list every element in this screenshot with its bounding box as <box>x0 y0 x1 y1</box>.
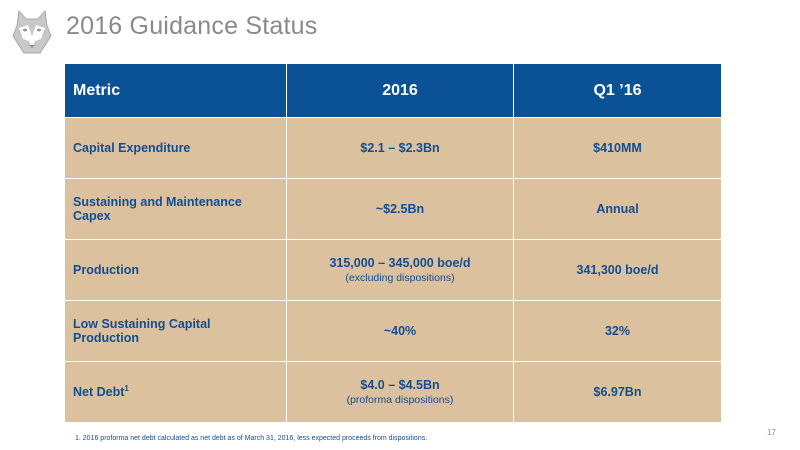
q1-cell: 32% <box>513 300 722 362</box>
guidance-cell: $2.1 – $2.3Bn <box>286 117 514 179</box>
guidance-cell: ~$2.5Bn <box>286 178 514 240</box>
metric-cell: Low Sustaining Capital Production <box>64 300 287 362</box>
table-row: Sustaining and Maintenance Capex ~$2.5Bn… <box>64 178 722 240</box>
guidance-cell: $4.0 – $4.5Bn (proforma dispositions) <box>286 361 514 423</box>
guidance-value: $4.0 – $4.5Bn <box>360 378 440 392</box>
metric-cell: Capital Expenditure <box>64 117 287 179</box>
guidance-cell: 315,000 – 345,000 boe/d (excluding dispo… <box>286 239 514 301</box>
column-header-metric: Metric <box>64 63 287 118</box>
guidance-note: (proforma dispositions) <box>346 394 454 406</box>
metric-label: Net Debt <box>73 385 125 400</box>
metric-cell: Sustaining and Maintenance Capex <box>64 178 287 240</box>
footnote-marker: 1 <box>124 384 129 394</box>
guidance-value: 315,000 – 345,000 boe/d <box>329 256 471 270</box>
table-row: Net Debt1 $4.0 – $4.5Bn (proforma dispos… <box>64 361 722 423</box>
q1-cell: $6.97Bn <box>513 361 722 423</box>
metric-cell: Net Debt1 <box>64 361 287 423</box>
column-header-q1-16: Q1 ’16 <box>513 63 722 118</box>
table-row: Production 315,000 – 345,000 boe/d (excl… <box>64 239 722 301</box>
q1-cell: Annual <box>513 178 722 240</box>
q1-cell: 341,300 boe/d <box>513 239 722 301</box>
metric-cell: Production <box>64 239 287 301</box>
page-number: 17 <box>767 428 776 437</box>
page-title: 2016 Guidance Status <box>66 12 318 40</box>
guidance-note: (excluding dispositions) <box>345 272 455 284</box>
guidance-table: Metric 2016 Q1 ’16 Capital Expenditure $… <box>64 63 722 423</box>
footnote: 1. 2016 proforma net debt calculated as … <box>75 435 428 442</box>
table-row: Low Sustaining Capital Production ~40% 3… <box>64 300 722 362</box>
q1-cell: $410MM <box>513 117 722 179</box>
guidance-cell: ~40% <box>286 300 514 362</box>
husky-logo-icon <box>8 8 56 56</box>
column-header-2016: 2016 <box>286 63 514 118</box>
table-header-row: Metric 2016 Q1 ’16 <box>64 63 722 118</box>
table-row: Capital Expenditure $2.1 – $2.3Bn $410MM <box>64 117 722 179</box>
